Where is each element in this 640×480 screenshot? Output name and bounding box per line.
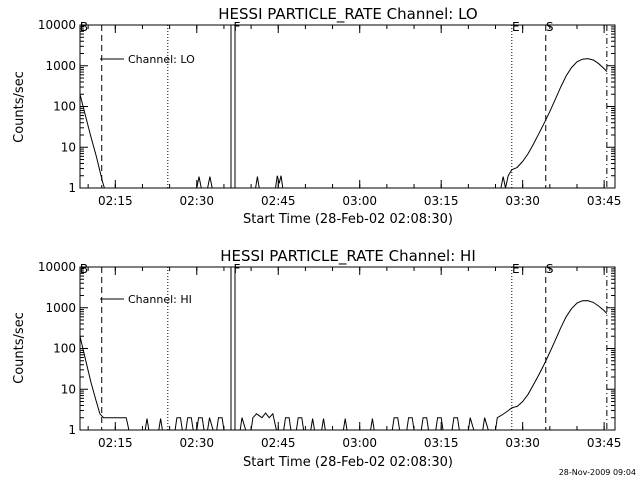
marker-label: S bbox=[546, 262, 554, 276]
chart-title: HESSI PARTICLE_RATE Channel: LO bbox=[218, 5, 477, 24]
legend: Channel: LO bbox=[100, 53, 195, 66]
y-tick-label: 10 bbox=[61, 140, 76, 154]
y-tick-label: 1000 bbox=[45, 59, 76, 73]
x-tick-label: 02:30 bbox=[179, 436, 214, 450]
legend-label: Channel: LO bbox=[128, 53, 195, 66]
x-tick-label: 03:15 bbox=[424, 436, 459, 450]
x-axis-label: Start Time (28-Feb-02 02:08:30) bbox=[243, 212, 453, 227]
series-group bbox=[79, 58, 608, 189]
marker-label: S bbox=[546, 20, 554, 34]
x-tick-label: 02:45 bbox=[261, 436, 296, 450]
x-tick-label: 03:00 bbox=[342, 436, 377, 450]
legend: Channel: HI bbox=[100, 293, 192, 306]
y-axis-label: Counts/sec bbox=[12, 312, 27, 384]
x-tick-label: 02:30 bbox=[179, 194, 214, 208]
y-tick-label: 100 bbox=[53, 342, 76, 356]
y-ticks: 1 10 100 1000 10000 bbox=[38, 260, 615, 437]
legend-label: Channel: HI bbox=[128, 293, 192, 306]
y-tick-label: 100 bbox=[53, 100, 76, 114]
y-tick-label: 10 bbox=[61, 382, 76, 396]
panel-hi: HESSI PARTICLE_RATE Channel: HI Counts/s… bbox=[12, 247, 621, 470]
marker-label: E bbox=[512, 20, 520, 34]
marker-label: E bbox=[512, 262, 520, 276]
x-tick-label: 03:15 bbox=[424, 194, 459, 208]
series-group bbox=[79, 300, 608, 431]
x-ticks: 02:15 02:30 02:45 03:00 03:15 03:30 03:45 bbox=[87, 25, 622, 208]
series-line bbox=[79, 300, 608, 431]
chart-title: HESSI PARTICLE_RATE Channel: HI bbox=[220, 247, 476, 266]
timestamp: 28-Nov-2009 09:04 bbox=[559, 468, 636, 477]
marker-label: B bbox=[80, 262, 88, 276]
series-line bbox=[79, 58, 608, 189]
plot-frame bbox=[79, 24, 616, 189]
plot-frame bbox=[79, 266, 616, 431]
x-tick-label: 02:15 bbox=[98, 436, 133, 450]
marker-label: B bbox=[80, 20, 88, 34]
x-tick-label: 02:15 bbox=[98, 194, 133, 208]
x-tick-label: 03:30 bbox=[505, 194, 540, 208]
x-tick-label: 03:00 bbox=[342, 194, 377, 208]
marker-label: F bbox=[234, 20, 241, 34]
y-tick-label: 1 bbox=[68, 423, 76, 437]
y-tick-label: 1 bbox=[68, 181, 76, 195]
marker-label: F bbox=[234, 262, 241, 276]
x-tick-label: 03:45 bbox=[587, 436, 622, 450]
y-tick-label: 10000 bbox=[38, 260, 76, 274]
x-tick-label: 03:30 bbox=[505, 436, 540, 450]
x-ticks: 02:15 02:30 02:45 03:00 03:15 03:30 03:45 bbox=[87, 267, 622, 450]
y-axis-label: Counts/sec bbox=[12, 71, 27, 143]
y-tick-label: 1000 bbox=[45, 301, 76, 315]
x-tick-label: 02:45 bbox=[261, 194, 296, 208]
x-axis-label: Start Time (28-Feb-02 02:08:30) bbox=[243, 455, 453, 470]
y-tick-label: 10000 bbox=[38, 18, 76, 32]
x-tick-label: 03:45 bbox=[587, 194, 622, 208]
panel-lo: HESSI PARTICLE_RATE Channel: LO Counts/s… bbox=[12, 5, 621, 227]
y-ticks: 1 10 100 1000 10000 bbox=[38, 18, 615, 195]
